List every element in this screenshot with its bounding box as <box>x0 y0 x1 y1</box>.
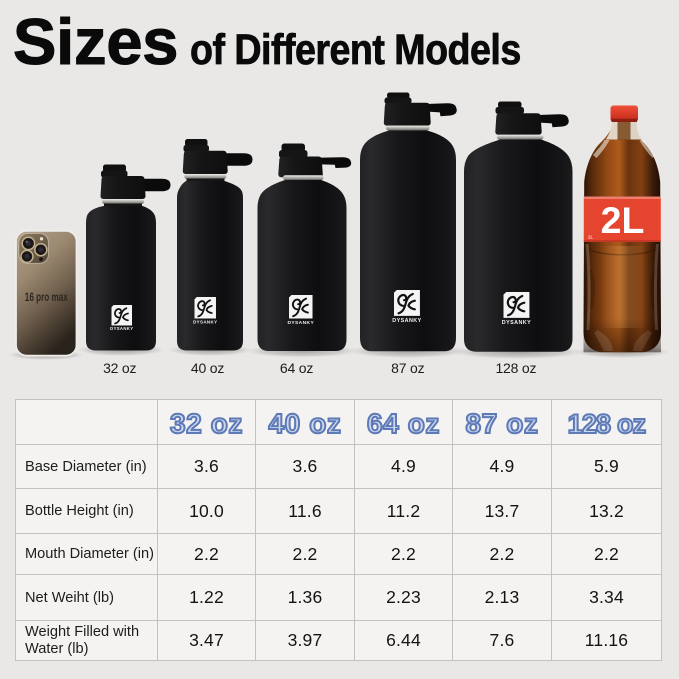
svg-text:16 pro max: 16 pro max <box>25 290 68 304</box>
svg-text:2L: 2L <box>588 235 594 240</box>
svg-text:2L: 2L <box>601 199 645 241</box>
